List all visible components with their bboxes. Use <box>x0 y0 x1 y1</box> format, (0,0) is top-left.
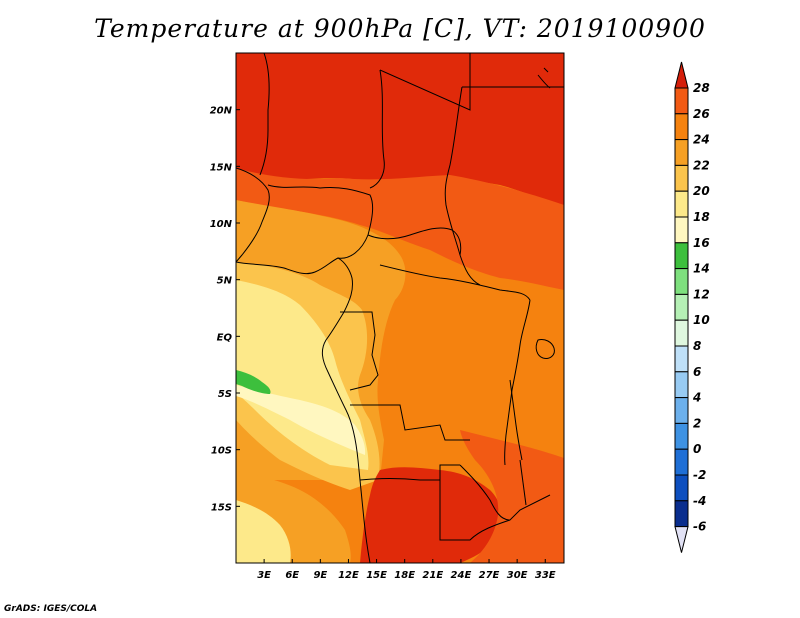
coastline-gulf-guinea <box>236 257 371 563</box>
border-libya-chad <box>379 53 471 111</box>
colorbar-label: 10 <box>693 313 710 327</box>
colorbar-label: 8 <box>693 339 701 353</box>
coastlines-and-borders <box>236 53 564 563</box>
colorbar-swatch <box>674 164 689 192</box>
x-axis: 3E 6E 9E 12E 15E 18E 21E 24E 27E 30E 33E <box>257 559 556 581</box>
coastline-red-sea <box>537 67 551 89</box>
x-tick-label: 12E <box>338 570 359 581</box>
border-car-drc <box>379 264 531 301</box>
y-tick-label: 20N <box>210 106 233 117</box>
field-region-south-warm <box>460 430 564 563</box>
x-tick-label: 27E <box>479 570 500 581</box>
colorbar-label: 4 <box>692 391 701 405</box>
lake-tanganyika <box>509 379 523 461</box>
page-title: Temperature at 900hPa [C], VT: 201910090… <box>94 14 706 43</box>
colorbar-swatch <box>674 242 689 270</box>
border-cameroon-car <box>367 227 462 256</box>
border-angola-south <box>359 464 460 481</box>
colorbar-label: -6 <box>693 520 706 534</box>
field-region-southwest-cool <box>236 500 291 563</box>
y-tick-label: 10N <box>210 219 233 230</box>
colorbar-label: 20 <box>693 184 710 198</box>
field-region-south-hot <box>360 467 502 563</box>
colorbar-label: 22 <box>693 158 710 172</box>
border-drc-east <box>504 299 531 466</box>
x-tick-label: 9E <box>313 570 327 581</box>
y-tick-label: 15N <box>210 162 233 173</box>
x-tick-label: 18E <box>394 570 415 581</box>
border-congo-gabon <box>340 311 379 391</box>
colorbar-top-arrow <box>674 61 689 89</box>
y-tick-label: 10S <box>211 446 232 457</box>
field-region-coolest <box>236 385 366 455</box>
colorbar-swatch <box>674 113 689 141</box>
border-zambia-zimbabwe <box>459 464 511 521</box>
field-patch-green-1 <box>236 370 271 394</box>
colorbar-swatch <box>674 474 689 502</box>
x-tick-label: 30E <box>507 570 528 581</box>
colorbar-swatch <box>674 293 689 321</box>
coastline-west-africa <box>236 167 270 263</box>
colorbar-swatch <box>674 448 689 476</box>
colorbar-swatch <box>674 216 689 244</box>
y-axis: 20N 15N 10N 5N EQ 5S 10S 15S <box>210 106 240 513</box>
colorbar-swatch <box>674 397 689 424</box>
border-angola-drc <box>350 404 470 441</box>
colorbar-swatch <box>674 345 689 373</box>
colorbar-label: 24 <box>693 133 710 147</box>
y-tick-label: 5S <box>218 389 232 400</box>
x-tick-label: 6E <box>285 570 299 581</box>
colorbar-label: 12 <box>693 287 710 301</box>
colorbar-label: 18 <box>693 210 710 224</box>
y-tick-label: 5N <box>217 276 233 287</box>
colorbar-swatch <box>674 87 689 115</box>
x-tick-label: 21E <box>422 570 443 581</box>
border-chad-sudan <box>444 86 481 286</box>
grads-credit: GrADS: IGES/COLA <box>4 604 98 614</box>
x-tick-label: 15E <box>366 570 387 581</box>
colorbar-label: -2 <box>693 468 706 482</box>
x-tick-label: 24E <box>451 570 472 581</box>
colorbar-bottom-arrow <box>674 526 689 553</box>
border-sahara-north <box>259 53 270 176</box>
temperature-field <box>236 53 564 563</box>
x-tick-label: 33E <box>535 570 556 581</box>
colorbar-label: 14 <box>693 262 710 276</box>
colorbar-swatch <box>674 319 689 347</box>
colorbar-swatch <box>674 190 689 218</box>
colorbar-swatch <box>674 500 689 528</box>
border-nigeria <box>267 184 374 259</box>
colorbar-swatch <box>674 422 689 450</box>
y-tick-label: 15S <box>211 502 232 513</box>
colorbar-label: 28 <box>693 81 710 95</box>
lake-malawi <box>519 459 527 506</box>
map-frame <box>235 52 565 564</box>
colorbar-label: 16 <box>693 236 710 250</box>
colorbar-label: 6 <box>693 365 701 379</box>
colorbar-label: -4 <box>693 494 706 508</box>
colorbar-label: 0 <box>693 442 701 456</box>
field-region-sahara <box>236 53 564 205</box>
colorbar-swatch <box>674 371 689 399</box>
x-tick-label: 3E <box>257 570 271 581</box>
colorbar-swatch <box>674 139 689 166</box>
lake-victoria <box>535 339 555 359</box>
field-region-sahel <box>236 168 564 290</box>
colorbar-label: 26 <box>693 107 710 121</box>
border-niger-chad <box>369 69 385 189</box>
colorbar-label: 2 <box>693 416 701 430</box>
y-tick-label: EQ <box>217 332 233 343</box>
colorbar-swatch <box>674 268 689 295</box>
